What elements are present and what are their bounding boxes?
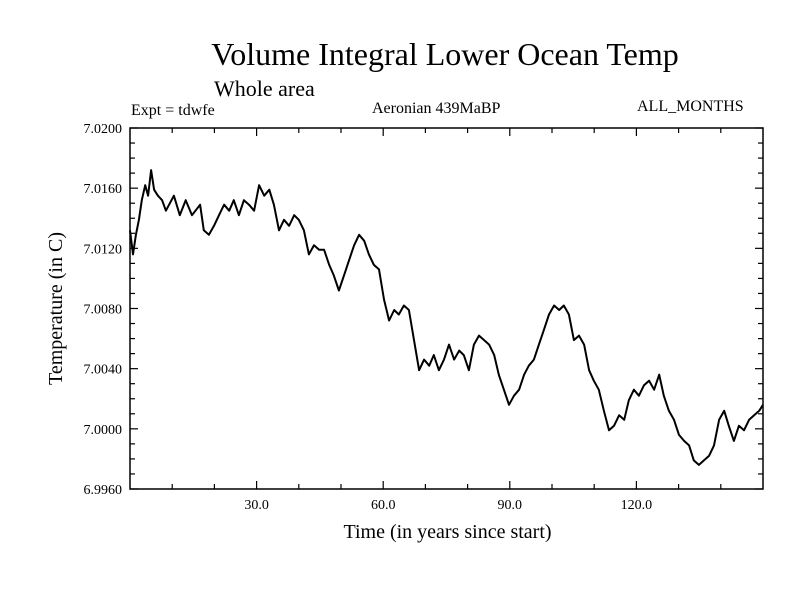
x-tick-label: 120.0 xyxy=(621,498,653,513)
plot-frame xyxy=(129,127,764,490)
chart-title: Volume Integral Lower Ocean Temp xyxy=(211,36,679,72)
months-label: ALL_MONTHS xyxy=(637,98,744,115)
y-axis-label: Temperature (in C) xyxy=(45,232,67,385)
x-axis-label: Time (in years since start) xyxy=(343,521,551,543)
y-tick-label: 7.0200 xyxy=(84,122,123,137)
x-tick-label: 90.0 xyxy=(498,498,523,513)
chart-subtitle: Whole area xyxy=(214,76,315,101)
experiment-label: Expt = tdwfe xyxy=(131,102,215,119)
period-label: Aeronian 439MaBP xyxy=(372,100,501,117)
y-tick-label: 7.0080 xyxy=(84,303,123,318)
x-tick-label: 30.0 xyxy=(244,498,269,513)
y-tick-label: 7.0040 xyxy=(84,363,123,378)
x-tick-label: 60.0 xyxy=(371,498,396,513)
series-line xyxy=(129,169,764,466)
y-tick-label: 7.0160 xyxy=(84,182,123,197)
y-tick-label: 7.0000 xyxy=(84,423,123,438)
y-tick-label: 7.0120 xyxy=(84,242,123,257)
axes: 30.0 60.0 90.0 120.0 6.9960 7.0000 7.0040 7.008… xyxy=(84,122,763,513)
y-tick-label: 6.9960 xyxy=(84,483,123,498)
